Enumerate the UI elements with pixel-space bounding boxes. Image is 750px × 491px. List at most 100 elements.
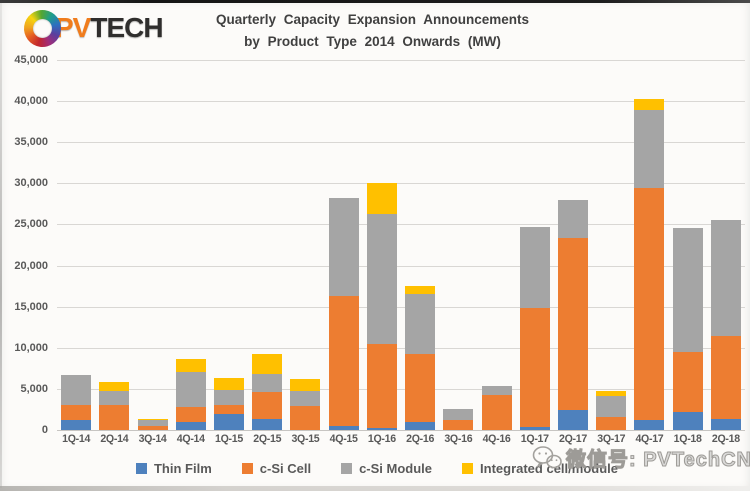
- gridline: [57, 306, 745, 308]
- pvtech-logo: PV TECH: [19, 5, 164, 51]
- segment-thin-film: [61, 420, 92, 430]
- segment-c-si-cell: [61, 405, 92, 421]
- bar-1Q-18: [672, 227, 703, 430]
- segment-c-si-module: [519, 226, 550, 309]
- legend-item-thin-film: Thin Film: [135, 461, 212, 476]
- gridline: [57, 142, 745, 144]
- x-tick-label: 3Q-17: [597, 433, 626, 445]
- segment-c-si-cell: [366, 343, 397, 428]
- segment-c-si-module: [405, 294, 436, 354]
- segment-c-si-cell: [252, 392, 283, 420]
- segment-c-si-cell: [481, 395, 512, 430]
- plot-area: [57, 60, 745, 431]
- segment-c-si-module: [443, 408, 474, 421]
- segment-thin-film: [252, 419, 283, 430]
- segment-thin-film: [214, 413, 244, 430]
- gridline: [57, 224, 745, 226]
- segment-c-si-module: [710, 220, 741, 337]
- bar-2Q-17: [558, 199, 588, 430]
- watermark-text: 微信号: PVTechCN: [566, 449, 750, 472]
- gridline: [57, 347, 745, 349]
- x-axis: 1Q-14 2Q-14 3Q-14 4Q-14 1Q-15 2Q-15 3Q-15 4Q-15…: [57, 433, 745, 447]
- bar-2Q-14: [99, 382, 130, 430]
- legend-item-integrated-cell-module: Integrated cell/module: [462, 461, 618, 476]
- bar-1Q-16: [366, 183, 397, 430]
- bar-2Q-18: [710, 220, 741, 430]
- segment-thin-film: [519, 426, 550, 430]
- x-tick-label: 2Q-18: [711, 433, 740, 445]
- segment-c-si-module: [252, 374, 283, 393]
- segment-thin-film: [405, 421, 436, 430]
- y-tick-label: 0: [41, 424, 48, 436]
- segment-c-si-cell: [214, 405, 244, 414]
- bar-1Q-14: [61, 374, 92, 430]
- x-tick-label: 1Q-17: [520, 433, 549, 445]
- y-tick-label: 15,000: [14, 300, 48, 313]
- bar-4Q-15: [328, 198, 359, 430]
- legend-item-c-si-module: c-Si Module: [341, 461, 432, 476]
- gridline: [57, 60, 745, 61]
- legend-label: Thin Film: [153, 461, 212, 476]
- segment-integrated-cell-module: [99, 382, 130, 391]
- segment-c-si-module: [99, 390, 130, 406]
- segment-thin-film: [672, 411, 703, 430]
- segment-c-si-cell: [519, 308, 550, 427]
- photo-bottom-edge: [0, 486, 750, 491]
- x-tick-label: 1Q-18: [673, 433, 702, 445]
- x-tick-label: 2Q-15: [253, 433, 282, 445]
- legend-swatch: [341, 463, 353, 474]
- segment-c-si-module: [558, 199, 588, 238]
- segment-integrated-cell-module: [137, 418, 168, 421]
- chart-title-line1: Quarterly Capacity Expansion Announcemen…: [215, 12, 530, 27]
- segment-c-si-cell: [710, 336, 741, 420]
- photo-top-edge: [0, 0, 750, 3]
- x-tick-label: 1Q-16: [367, 433, 396, 445]
- bar-1Q-17: [519, 226, 550, 430]
- segment-integrated-cell-module: [290, 379, 321, 392]
- gridline: [57, 388, 745, 390]
- chart-title-line2: by Product Type 2014 Onwards (MW): [244, 33, 501, 49]
- x-tick-label: 2Q-16: [406, 433, 435, 445]
- gridline: [57, 265, 745, 267]
- segment-c-si-module: [137, 420, 168, 426]
- y-tick-label: 20,000: [14, 259, 48, 272]
- segment-integrated-cell-module: [405, 286, 436, 295]
- segment-c-si-module: [634, 110, 665, 189]
- legend-swatch: [241, 463, 253, 474]
- bar-1Q-15: [214, 378, 244, 430]
- bar-4Q-16: [481, 386, 512, 430]
- legend: Thin Film c-Si Cell c-Si Module Integrated …: [57, 461, 697, 476]
- y-tick-label: 5,000: [20, 382, 48, 395]
- segment-c-si-module: [214, 389, 244, 406]
- legend-item-c-si-cell: c-Si Cell: [241, 461, 312, 476]
- segment-integrated-cell-module: [596, 391, 627, 397]
- y-axis: 45,000 40,000 35,000 30,000 25,000 20,000 15,0…: [0, 54, 50, 440]
- segment-thin-film: [366, 427, 397, 430]
- segment-integrated-cell-module: [214, 378, 244, 390]
- gridline: [57, 183, 745, 185]
- legend-label: c-Si Module: [359, 461, 433, 476]
- y-tick-label: 10,000: [14, 341, 48, 354]
- wechat-icon: [532, 445, 562, 468]
- watermark: 微信号: PVTechCN: [532, 443, 750, 472]
- x-tick-label: 1Q-15: [215, 433, 243, 445]
- y-tick-label: 45,000: [14, 54, 48, 66]
- gridline: [57, 101, 745, 103]
- legend-label: Integrated cell/module: [480, 461, 618, 476]
- segment-thin-film: [710, 419, 741, 430]
- segment-c-si-cell: [634, 188, 665, 421]
- segment-thin-film: [175, 421, 206, 430]
- x-tick-label: 3Q-16: [444, 433, 473, 445]
- legend-swatch: [462, 463, 474, 474]
- segment-c-si-module: [175, 371, 206, 407]
- legend-label: c-Si Cell: [259, 461, 312, 476]
- segment-c-si-module: [290, 391, 321, 407]
- y-tick-label: 40,000: [14, 95, 48, 108]
- segment-c-si-module: [61, 374, 92, 406]
- x-tick-label: 4Q-16: [482, 433, 511, 445]
- chart-title: Quarterly Capacity Expansion Announcemen…: [175, 9, 570, 52]
- segment-c-si-cell: [175, 406, 206, 422]
- bar-2Q-16: [405, 286, 436, 430]
- segment-c-si-module: [596, 396, 627, 417]
